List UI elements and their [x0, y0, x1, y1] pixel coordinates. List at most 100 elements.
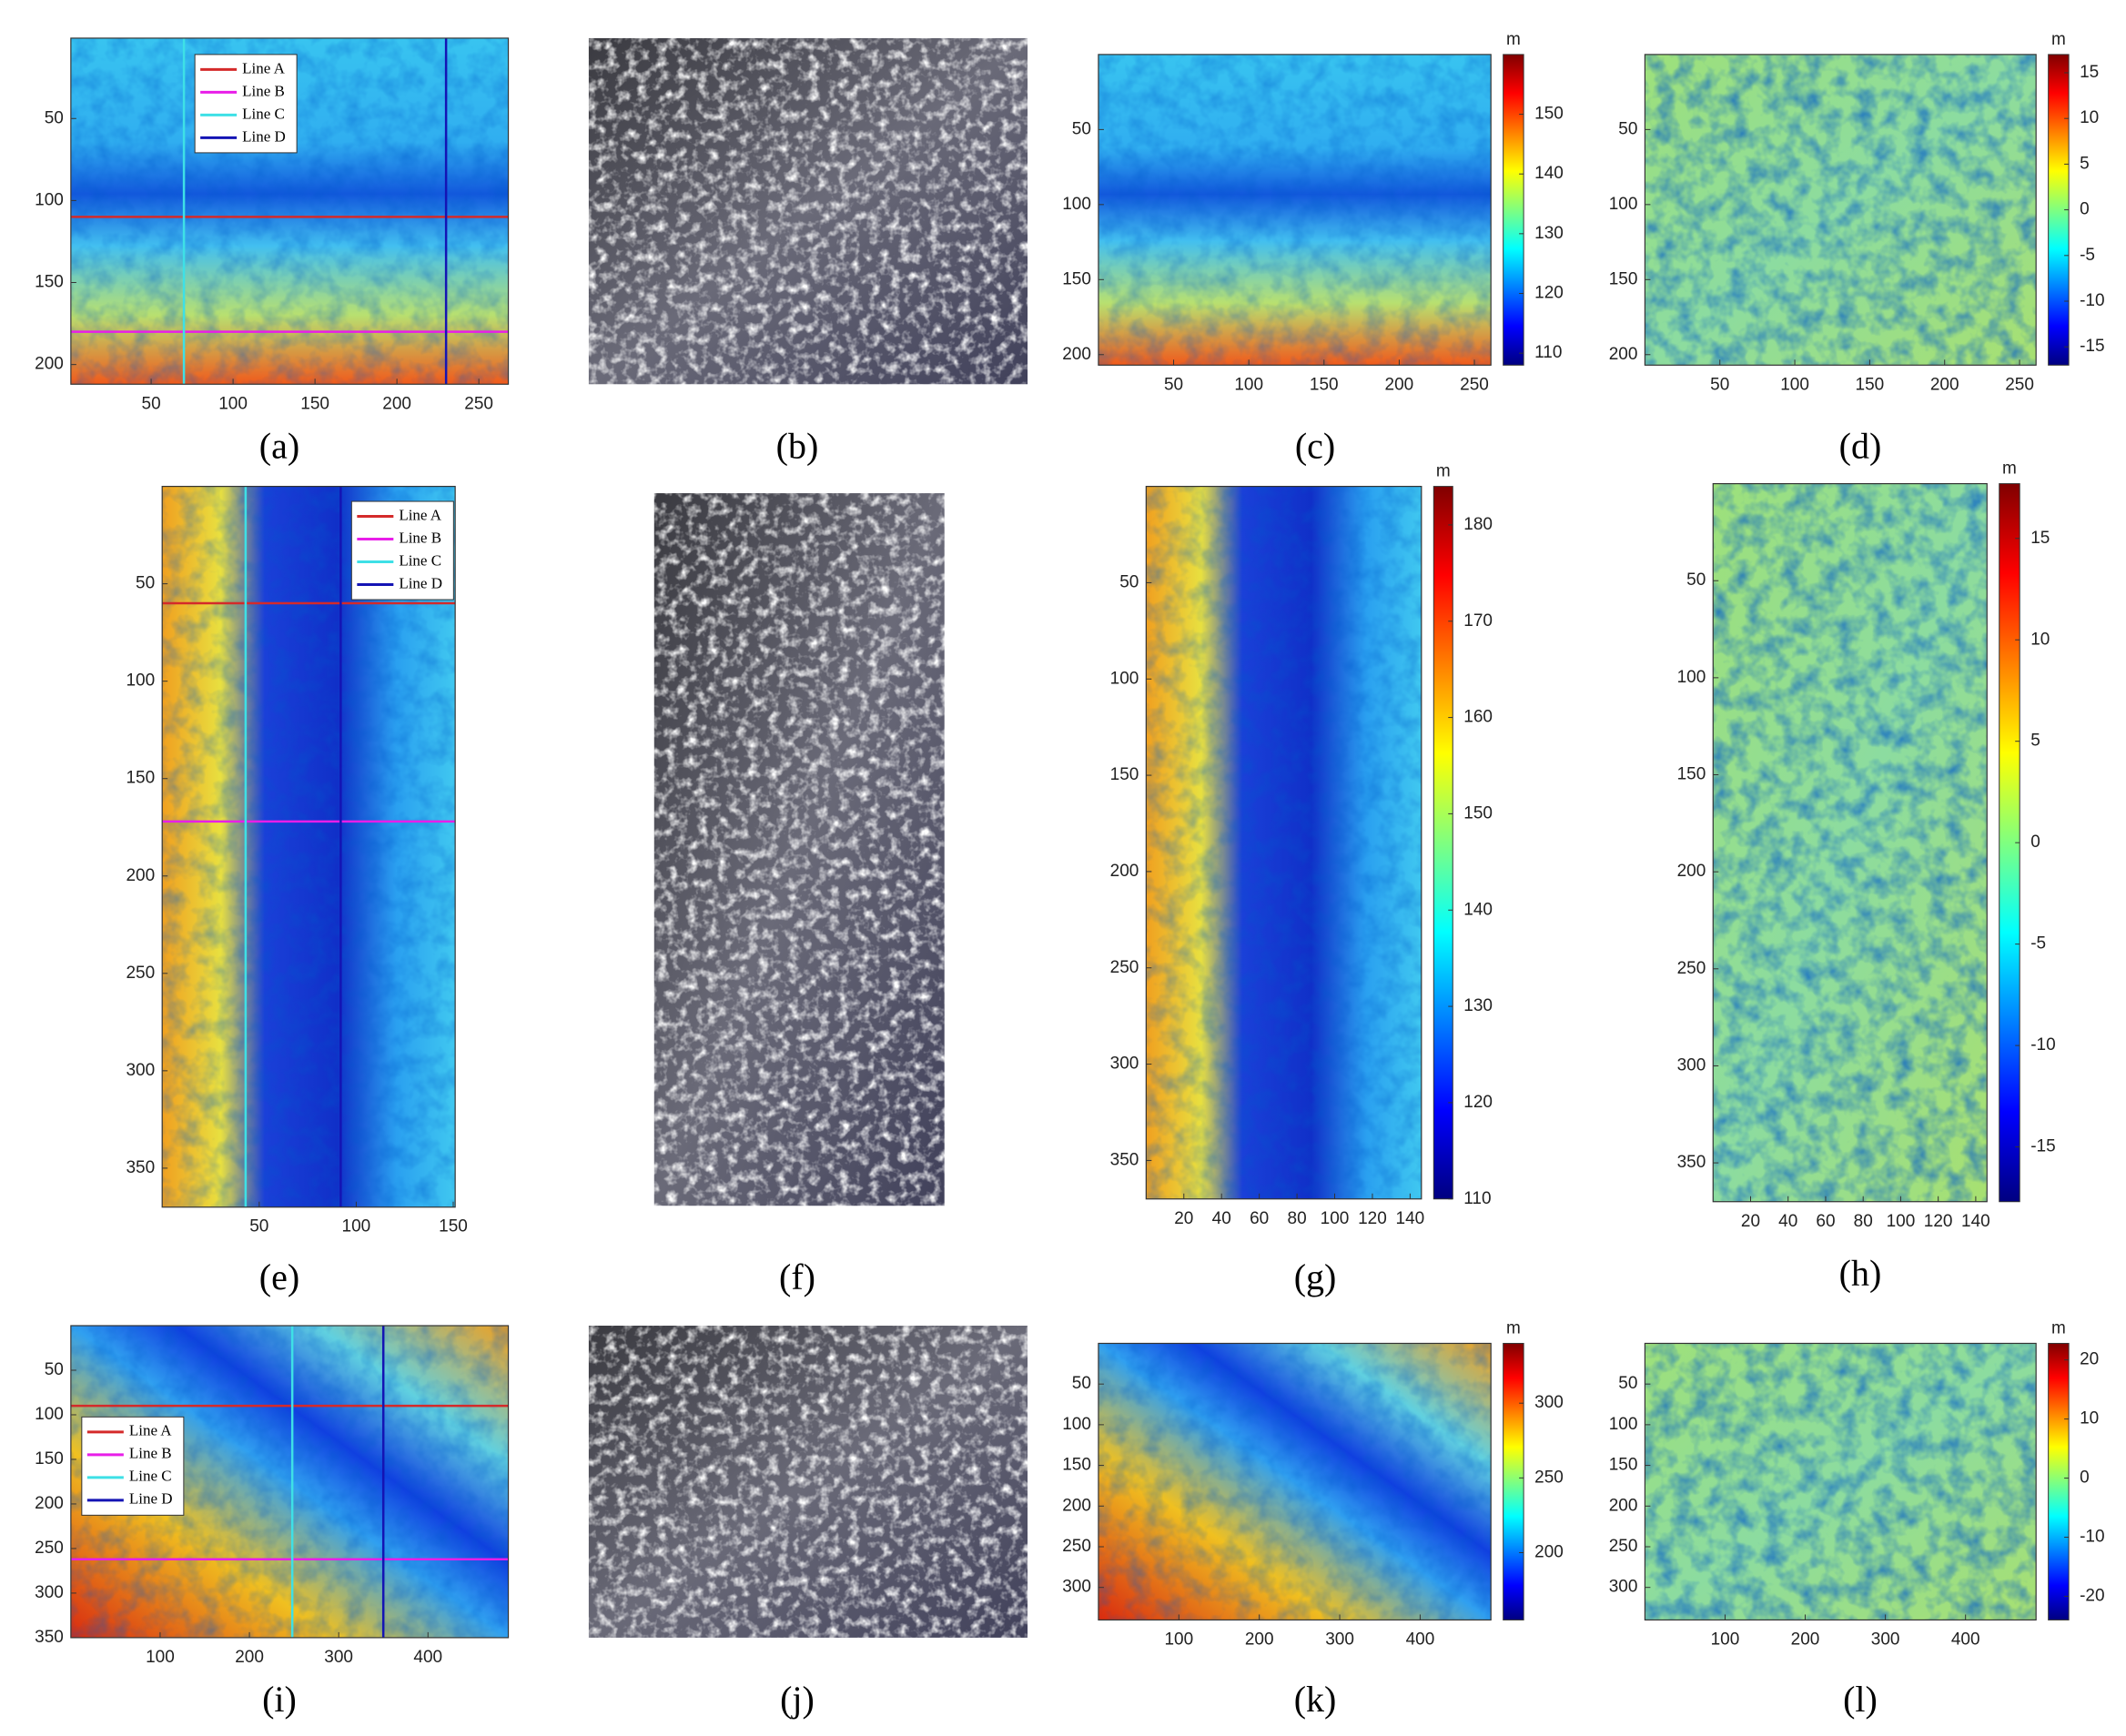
y-tick-label: 150: [1609, 269, 1638, 288]
y-tick-label: 150: [1677, 765, 1706, 784]
axes-box: [1145, 485, 1422, 1200]
x-tick-label: 200: [382, 394, 411, 413]
x-tick-label: 200: [1385, 375, 1414, 394]
x-tick-label: 100: [146, 1648, 175, 1667]
y-tick-label: 250: [126, 964, 155, 983]
x-tick-label: 100: [218, 394, 248, 413]
colorbar-tick-label: 170: [1463, 611, 1493, 631]
y-tick-label: 150: [1609, 1456, 1638, 1475]
x-tick-label: 50: [1710, 375, 1729, 394]
colorbar-tick-label: 130: [1463, 996, 1493, 1015]
y-tick-label: 50: [45, 108, 64, 127]
y-tick-label: 250: [1110, 958, 1139, 977]
axes-box: [1098, 54, 1492, 366]
x-tick-label: 150: [1856, 375, 1885, 394]
colorbar: [2048, 1342, 2070, 1620]
y-tick-label: 100: [1677, 668, 1706, 687]
y-tick-label: 350: [35, 1628, 64, 1647]
y-tick-label: 250: [1609, 1537, 1638, 1556]
x-tick-label: 80: [1288, 1209, 1307, 1228]
panel-caption: (a): [259, 425, 299, 466]
colorbar-tick-label: 250: [1534, 1468, 1564, 1487]
image-texture: [1146, 486, 1422, 1199]
x-tick-label: 100: [1164, 1630, 1193, 1649]
axes-box: [70, 1325, 510, 1639]
axes-box: [70, 37, 510, 385]
colorbar-unit: m: [2002, 459, 2017, 479]
x-tick-label: 140: [1961, 1212, 1990, 1231]
image-texture: [588, 37, 1028, 385]
legend-label: Line B: [399, 529, 441, 546]
colorbar-tick-label: 0: [2080, 1469, 2090, 1488]
colorbar-tick-label: 120: [1534, 284, 1564, 303]
panel-caption: (d): [1839, 425, 1882, 466]
panel-caption: (b): [776, 425, 819, 466]
x-tick-label: 200: [1930, 375, 1959, 394]
colorbar-tick-label: 140: [1534, 164, 1564, 183]
x-tick-label: 60: [1250, 1209, 1269, 1228]
panel-caption: (h): [1839, 1252, 1882, 1293]
x-tick-label: 300: [1871, 1630, 1900, 1649]
colorbar-tick-label: -20: [2080, 1586, 2104, 1605]
y-tick-label: 150: [1110, 765, 1139, 784]
y-tick-label: 50: [45, 1360, 64, 1379]
colorbar-tick-label: 15: [2080, 63, 2099, 82]
colorbar-tick-label: 5: [2030, 732, 2040, 751]
image-texture: [1098, 1343, 1492, 1620]
colorbar-tick-label: 180: [1463, 515, 1493, 534]
colorbar-tick-label: 120: [1463, 1093, 1493, 1112]
colorbar-tick-label: 200: [1534, 1543, 1564, 1562]
x-tick-label: 80: [1854, 1212, 1873, 1231]
x-tick-label: 300: [324, 1648, 353, 1667]
colorbar: [1503, 54, 1524, 366]
legend-label: Line C: [129, 1468, 172, 1485]
colorbar-tick-label: 300: [1534, 1393, 1564, 1412]
y-tick-label: 100: [35, 1405, 64, 1424]
x-tick-label: 100: [1711, 1630, 1740, 1649]
y-tick-label: 200: [1677, 862, 1706, 881]
colorbar-tick-label: -5: [2030, 934, 2046, 954]
x-tick-label: 120: [1924, 1212, 1953, 1231]
y-tick-label: 300: [1062, 1578, 1091, 1597]
y-tick-label: 150: [1062, 1456, 1091, 1475]
colorbar-tick-label: 150: [1534, 105, 1564, 124]
y-tick-label: 200: [1110, 862, 1139, 881]
colorbar-tick-label: 10: [2080, 1409, 2099, 1428]
axes-box: [1098, 1342, 1492, 1621]
colorbar-tick-label: 15: [2030, 529, 2050, 548]
x-tick-label: 250: [1460, 375, 1489, 394]
legend-label: Line B: [242, 82, 285, 99]
y-tick-label: 50: [1618, 119, 1637, 138]
colorbar-tick-label: -10: [2080, 291, 2104, 310]
x-tick-label: 100: [1887, 1212, 1916, 1231]
x-tick-label: 100: [342, 1217, 371, 1236]
x-tick-label: 120: [1358, 1209, 1387, 1228]
image-texture: [588, 1326, 1028, 1638]
y-tick-label: 350: [1110, 1150, 1139, 1169]
x-tick-label: 140: [1396, 1209, 1425, 1228]
y-tick-label: 100: [1110, 669, 1139, 688]
panel-caption: (l): [1843, 1679, 1878, 1720]
x-tick-label: 250: [464, 394, 493, 413]
x-tick-label: 20: [1741, 1212, 1760, 1231]
image-texture: [162, 486, 456, 1207]
x-tick-label: 300: [1325, 1630, 1354, 1649]
legend-label: Line A: [129, 1422, 172, 1439]
panel-caption: (j): [780, 1679, 815, 1720]
y-tick-label: 200: [35, 1494, 64, 1513]
legend-label: Line C: [399, 551, 441, 569]
legend-label: Line D: [242, 127, 286, 145]
x-tick-label: 150: [1310, 375, 1339, 394]
x-tick-label: 400: [413, 1648, 442, 1667]
y-tick-label: 50: [1072, 119, 1091, 138]
y-tick-label: 300: [1609, 1578, 1638, 1597]
x-tick-label: 50: [1164, 375, 1183, 394]
y-tick-label: 100: [126, 671, 155, 691]
colorbar-unit: m: [1506, 30, 1521, 49]
panel-caption: (e): [259, 1257, 299, 1297]
colorbar-tick-label: 20: [2080, 1350, 2099, 1369]
colorbar-tick-label: 10: [2080, 108, 2099, 127]
y-tick-label: 300: [1677, 1055, 1706, 1075]
axes-box: [161, 485, 456, 1208]
